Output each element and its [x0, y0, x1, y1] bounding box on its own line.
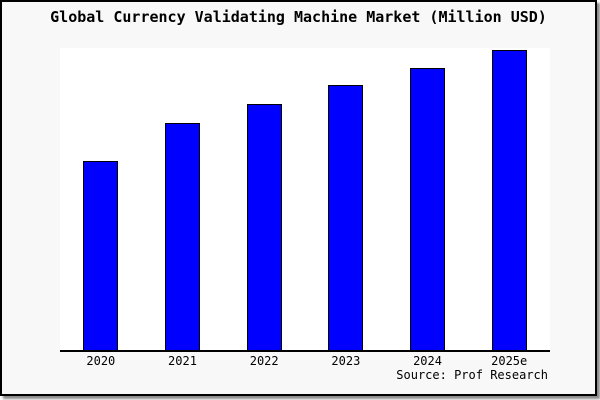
bar-slot	[305, 48, 387, 350]
bar-slot	[223, 48, 305, 350]
bar-slot	[387, 48, 469, 350]
x-axis-label-2020: 2020	[86, 354, 116, 368]
x-axis-label-2022: 2022	[249, 354, 279, 368]
x-axis-label-2021: 2021	[168, 354, 197, 368]
x-axis-labels: 2020 2021 2022 2023 2024 2025e	[60, 354, 550, 368]
bar-2020	[83, 161, 119, 350]
source-note: Source: Prof Research	[396, 368, 548, 382]
chart-title: Global Currency Validating Machine Marke…	[50, 8, 547, 26]
bar-slot	[60, 48, 142, 350]
x-axis-label-2025e: 2025e	[491, 354, 528, 368]
bar-2022	[246, 104, 282, 350]
x-axis-label-2024: 2024	[413, 354, 442, 368]
bar-2023	[328, 85, 364, 350]
bar-2025e	[491, 50, 527, 350]
bar-2024	[410, 68, 446, 350]
bars-layer	[60, 48, 550, 350]
bar-slot	[142, 48, 224, 350]
bar-2021	[165, 123, 200, 350]
plot-area	[60, 48, 550, 352]
bar-slot	[468, 48, 550, 350]
x-axis-label-2023: 2023	[331, 354, 361, 368]
